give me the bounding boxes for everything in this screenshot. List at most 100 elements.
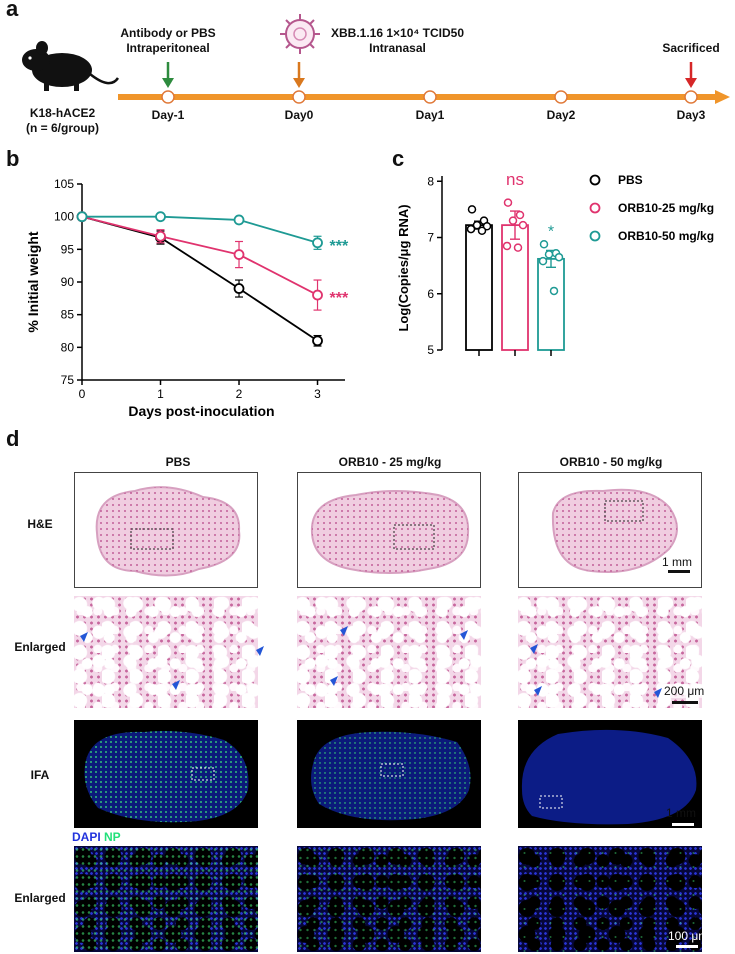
legend-entry: PBS [618, 173, 643, 187]
data-point [312, 335, 323, 347]
panel-a-letter: a [6, 0, 19, 21]
timeline-arrowhead [715, 90, 730, 104]
data-point [503, 198, 513, 207]
legend-np: NP [104, 830, 121, 844]
scale-bar-ifa [672, 823, 694, 826]
y-tick-label: 105 [54, 177, 74, 191]
ifa-section-pbs [74, 720, 258, 828]
data-point [466, 224, 476, 234]
significance-label: ns [506, 170, 524, 189]
he-enlarged-pbs [74, 596, 258, 708]
arrow-marker-icon [256, 646, 264, 656]
significance-label: *** [330, 290, 349, 307]
data-point [233, 249, 245, 260]
legend-entry: ORB10-25 mg/kg [618, 201, 714, 215]
timeline-schematic [22, 14, 730, 104]
data-point [518, 220, 528, 230]
series-line [81, 215, 319, 342]
data-point [76, 211, 88, 223]
data-point [549, 286, 559, 296]
arrow-marker-icon [654, 688, 662, 698]
scale-bar-he [668, 570, 690, 573]
timeline-node-day3 [684, 90, 698, 104]
data-point [312, 289, 323, 301]
he-lung-section-orb10-25 [297, 472, 481, 588]
group-size-label: (n = 6/group) [26, 121, 99, 135]
y-tick-label: 5 [427, 343, 434, 357]
y-tick-label: 8 [427, 174, 434, 188]
data-point [467, 205, 477, 214]
day-label: Day1 [415, 108, 445, 122]
bar [465, 224, 493, 351]
event-label-line1: Sacrificed [662, 41, 720, 55]
he-lung-section-orb10-50 [518, 472, 702, 588]
x-tick-label: 2 [236, 387, 243, 401]
event-label-line1: XBB.1.16 1×10⁴ TCID50 [330, 26, 464, 40]
scale-label-ifa: 1 mm [666, 806, 696, 820]
mouse-model-label: K18-hACE2 [29, 106, 96, 120]
x-tick-label: 3 [314, 387, 321, 401]
data-point [482, 222, 492, 231]
event-label-line2: Intraperitoneal [126, 41, 210, 55]
x-axis-label: Days post-inoculation [128, 403, 274, 419]
data-point [515, 210, 525, 220]
y-axis-label: % Initial weight [25, 231, 41, 332]
column-header-pbs: PBS [165, 455, 191, 469]
timeline-node-day2 [554, 90, 568, 104]
data-point [155, 211, 166, 223]
bar [537, 257, 565, 351]
series-line [81, 215, 318, 296]
arrow-marker-icon [534, 686, 542, 696]
arrow-down-icon [293, 62, 305, 88]
ifa-enlarged-orb10-50 [518, 846, 702, 952]
data-point [539, 240, 549, 249]
y-axis-label: Log(Copies/μg RNA) [396, 204, 411, 331]
y-tick-label: 75 [61, 373, 75, 387]
panel-d-letter: d [6, 426, 20, 451]
arrow-marker-icon [172, 680, 180, 690]
column-header-orb10-25: ORB10 - 25 mg/kg [338, 455, 442, 469]
arrow-down-icon [685, 62, 697, 88]
data-point [502, 241, 512, 251]
arrow-marker-icon [340, 626, 348, 636]
y-tick-label: 80 [61, 340, 75, 354]
x-tick-label: 0 [79, 387, 86, 401]
data-point [538, 256, 548, 266]
significance-label: * [548, 223, 554, 240]
event-label-line2: Intranasal [369, 41, 426, 55]
viral-load-bar-chart: 5 6 7 8 Log(Copies/μg RNA) PBS ns ORB10-25 mg/k… [396, 170, 714, 357]
day-label: Day0 [284, 108, 314, 122]
scale-bar-ifa-enlarged [676, 945, 698, 948]
legend-dapi: DAPI [72, 830, 101, 844]
y-tick-label: 95 [61, 242, 75, 256]
he-lung-section-pbs [74, 472, 258, 588]
legend-entry: ORB10-50 mg/kg [618, 229, 714, 243]
timeline-node-day-minus1 [161, 90, 175, 104]
event-label-line1: Antibody or PBS [120, 26, 216, 40]
virus-icon [280, 14, 320, 54]
y-tick-label: 85 [61, 308, 75, 322]
data-point [312, 237, 323, 249]
scale-label-he-enlarged: 200 μm [664, 684, 705, 698]
row-label-ifa: IFA [30, 768, 50, 782]
arrow-marker-icon [80, 632, 88, 642]
row-label-he: H&E [27, 517, 53, 531]
data-point [155, 230, 166, 242]
column-header-orb10-50: ORB10 - 50 mg/kg [559, 455, 663, 469]
lesion-arrow-markers [80, 626, 662, 698]
ifa-enlarged-pbs [74, 846, 258, 952]
significance-label: *** [330, 238, 349, 255]
day-label: Day2 [546, 108, 576, 122]
arrow-marker-icon [330, 676, 338, 686]
scale-label-he: 1 mm [662, 555, 692, 569]
ifa-section-orb10-50 [518, 720, 702, 828]
arrow-marker-icon [530, 644, 538, 654]
row-label-ifa-enlarged: Enlarged [14, 891, 66, 905]
y-tick-label: 90 [61, 275, 75, 289]
y-tick-label: 100 [54, 210, 74, 224]
panel-b-letter: b [6, 146, 20, 171]
weight-line-chart: 75 80 85 90 95 100 105 0 1 2 3 Days post-inoculatio… [25, 177, 349, 419]
mouse-icon [22, 41, 120, 91]
series-line [82, 215, 318, 244]
y-tick-label: 7 [427, 231, 434, 245]
